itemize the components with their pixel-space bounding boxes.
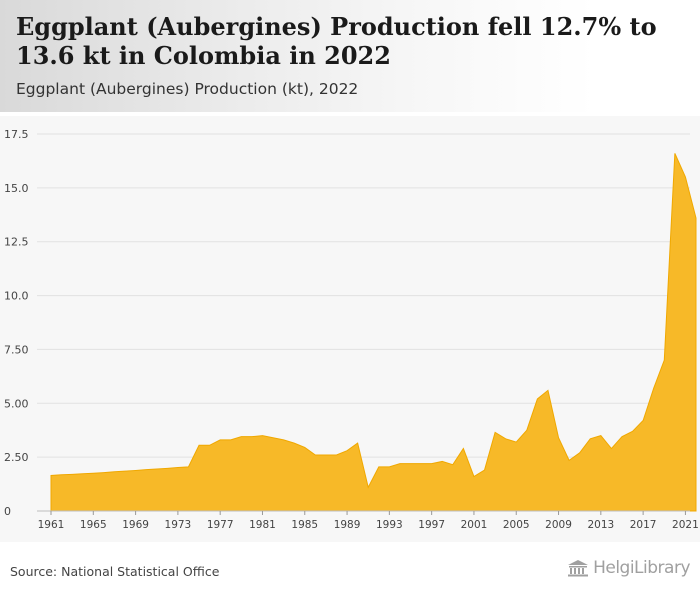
x-tick-label: 1993	[376, 519, 403, 531]
x-tick-label: 2021	[672, 519, 699, 531]
header-banner: Eggplant (Aubergines) Production fell 12…	[0, 0, 700, 112]
x-tick-label: 1985	[291, 519, 318, 531]
y-tick-label: 17.5	[4, 128, 29, 141]
x-tick-label: 1969	[122, 519, 149, 531]
x-tick-label: 2009	[545, 519, 572, 531]
library-building-icon	[568, 560, 589, 577]
y-tick-label: 2.50	[4, 451, 29, 464]
x-tick-label: 2017	[630, 519, 657, 531]
area-chart: 0 2.50 5.00 7.50 10.0 12.5 15.0 17.5 1961 1965 196…	[4, 128, 699, 531]
y-tick-label: 0	[4, 505, 11, 518]
y-tick-label: 5.00	[4, 397, 29, 410]
x-tick-label: 1977	[207, 519, 234, 531]
chart-area: 0 2.50 5.00 7.50 10.0 12.5 15.0 17.5 1961 1965 196…	[0, 116, 700, 542]
x-tick-label: 1989	[334, 519, 361, 531]
x-tick-label: 2005	[503, 519, 530, 531]
x-tick-label: 1981	[249, 519, 276, 531]
y-tick-label: 7.50	[4, 343, 29, 356]
y-tick-label: 15.0	[4, 182, 29, 195]
y-tick-label: 12.5	[4, 236, 29, 249]
x-tick-label: 2013	[587, 519, 614, 531]
chart-subtitle: Eggplant (Aubergines) Production (kt), 2…	[16, 80, 359, 98]
source-note: Source: National Statistical Office	[10, 564, 220, 579]
logo-text: HelgiLibrary	[593, 558, 690, 578]
x-tick-label: 1973	[165, 519, 192, 531]
x-tick-label: 2001	[461, 519, 488, 531]
x-tick-label: 1997	[418, 519, 445, 531]
x-tick-label: 1965	[80, 519, 107, 531]
page-title: Eggplant (Aubergines) Production fell 12…	[16, 12, 657, 70]
production-area	[50, 153, 697, 512]
y-tick-label: 10.0	[4, 290, 29, 303]
x-tick-label: 1961	[38, 519, 65, 531]
helgilibrary-logo[interactable]: HelgiLibrary	[567, 558, 690, 578]
